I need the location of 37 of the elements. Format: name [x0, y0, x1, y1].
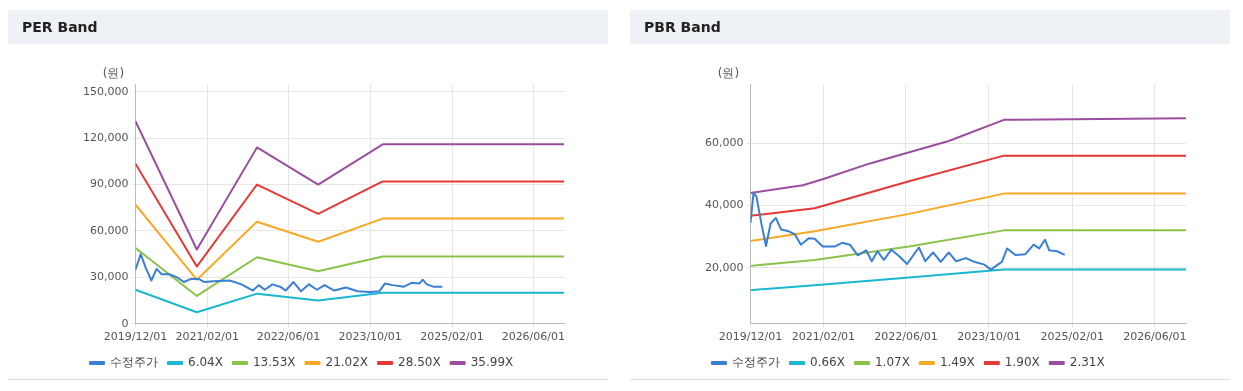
x-tick-label: 2022/06/01 [874, 330, 938, 344]
y-tick-label: 120,000 [82, 131, 129, 145]
legend-label: 6.04X [188, 355, 223, 370]
y-tick-label: 40,000 [704, 198, 744, 212]
legend-label: 28.50X [398, 355, 441, 370]
x-tick-label: 2025/02/01 [1040, 330, 1104, 344]
y-tick-label: 0 [121, 316, 129, 330]
chart-title: PBR Band [630, 10, 1230, 44]
legend-label: 0.66X [810, 355, 845, 370]
x-tick-label: 2025/02/01 [420, 330, 484, 344]
x-tick-label: 2019/12/01 [718, 330, 783, 344]
y-axis-title: (원) [102, 66, 125, 81]
legend-label: 1.49X [939, 355, 975, 370]
x-tick-label: 2019/12/01 [103, 330, 168, 344]
x-tick-label: 2023/10/01 [338, 330, 402, 344]
legend-label: 수정주가 [110, 355, 158, 370]
x-tick-label: 2026/06/01 [1123, 330, 1187, 344]
y-tick-label: 150,000 [82, 84, 129, 98]
legend-label: 35.99X [470, 355, 514, 370]
legend-label: 21.02X [325, 355, 369, 370]
legend-label: 1.07X [874, 355, 910, 370]
y-tick-label: 60,000 [704, 136, 744, 150]
x-tick-label: 2021/02/01 [175, 330, 239, 344]
chart-title: PER Band [8, 10, 608, 44]
y-axis-title: (원) [717, 66, 740, 81]
x-tick-label: 2023/10/01 [957, 330, 1021, 344]
y-tick-label: 20,000 [704, 260, 744, 274]
y-tick-label: 90,000 [89, 177, 129, 191]
y-tick-label: 60,000 [89, 223, 129, 237]
legend-label: 2.31X [1069, 355, 1105, 370]
legend-label: 13.53X [252, 355, 296, 370]
x-tick-label: 2026/06/01 [501, 330, 566, 344]
y-tick-label: 30,000 [89, 270, 129, 284]
legend-label: 1.90X [1004, 355, 1040, 370]
x-tick-label: 2022/06/01 [256, 330, 321, 344]
legend-label: 수정주가 [732, 355, 780, 370]
x-tick-label: 2021/02/01 [791, 330, 856, 344]
